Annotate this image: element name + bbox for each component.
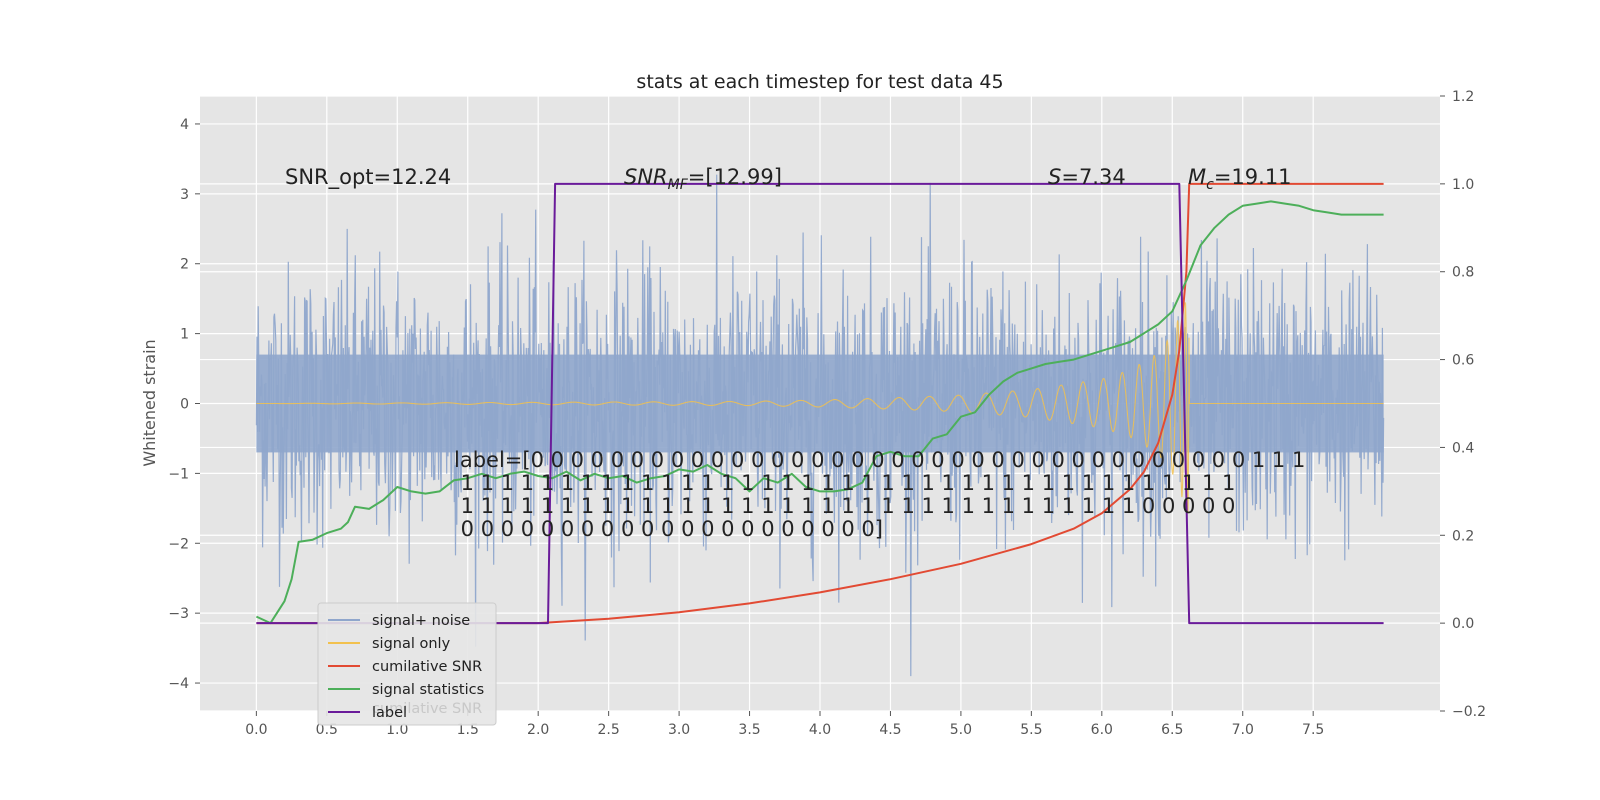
y-axis-label: Whitened strain (140, 339, 159, 466)
annotation-mc: Mc=19.11 (1188, 165, 1292, 193)
x-tick-label: 3.0 (668, 722, 690, 738)
label-array-line-3: 1 1 1 1 1 1 1 1 1 1 1 1 1 1 1 1 1 1 1 1 … (454, 494, 1235, 518)
y-tick-label: 4 (180, 117, 189, 133)
annotation-snr-opt: SNR_opt=12.24 (285, 165, 451, 190)
label-array-line-4: 0 0 0 0 0 0 0 0 0 0 0 0 0 0 0 0 0 0 0 0 … (454, 517, 883, 541)
x-tick-label: 4.5 (879, 722, 901, 738)
x-tick-label: 6.0 (1091, 722, 1113, 738)
legend-label: cumilative SNR (372, 659, 482, 675)
y-tick-label: 1 (180, 327, 189, 343)
legend-item: signal+ noise (328, 613, 470, 629)
legend-item: signal only (328, 636, 451, 652)
series-label-path (256, 182, 1384, 625)
x-tick-label: 5.0 (950, 722, 972, 738)
y-right-tick-label: 0.8 (1452, 265, 1474, 281)
y-tick-label: −1 (168, 466, 189, 482)
label-array-line-1: label=[0 0 0 0 0 0 0 0 0 0 0 0 0 0 0 0 0… (454, 448, 1305, 472)
y-tick-label: −3 (168, 606, 189, 622)
legend-label: label (372, 705, 407, 721)
y-tick-label: −4 (168, 676, 189, 692)
series-signal-statistics (255, 200, 1384, 625)
series-cumulative-snr (256, 182, 1384, 625)
y-tick-label: 2 (180, 257, 189, 273)
s-value: =7.34 (1061, 165, 1125, 189)
x-tick-label: 2.0 (527, 722, 549, 738)
y-right-tick-label: 0.2 (1452, 528, 1474, 544)
x-tick-label: 0.5 (316, 722, 338, 738)
x-axis-ticks: 0.0 0.5 1.0 1.5 2.0 2.5 3.0 3.5 4.0 4.5 5.0 5.5 6.0 6… (245, 711, 1324, 738)
y-tick-label: −2 (168, 536, 189, 552)
x-tick-label: 0.0 (245, 722, 267, 738)
y-right-tick-label: 0.4 (1452, 440, 1474, 456)
mc-var: M (1188, 165, 1206, 189)
s-var: S (1048, 165, 1061, 189)
series-lines-right-axis (255, 182, 1384, 625)
chart-title: stats at each timestep for test data 45 (636, 71, 1003, 93)
annotation-snr-mf: SNRMF=[12.99] (624, 165, 782, 193)
series-signal-only (256, 302, 1384, 514)
legend-item: cumilative SNR (328, 659, 482, 675)
label-array-line-2: 1 1 1 1 1 1 1 1 1 1 1 1 1 1 1 1 1 1 1 1 … (454, 471, 1235, 495)
snr-mf-prefix: SNR (624, 165, 668, 189)
snr-mf-value: =[12.99] (688, 165, 782, 189)
mc-sub: c (1206, 177, 1214, 193)
y-right-tick-label: −0.2 (1452, 704, 1486, 720)
y-tick-label: 0 (180, 397, 189, 413)
legend-item: signal statistics (328, 682, 484, 698)
x-tick-label: 1.0 (386, 722, 408, 738)
legend-items: signal+ noise signal only cumilative SNR si… (328, 613, 484, 721)
legend: cumilative SNR signal+ noise signal only c… (317, 602, 497, 726)
x-tick-label: 5.5 (1020, 722, 1042, 738)
y-axis-right-ticks: 1.2 1.0 0.8 0.6 0.4 0.2 0.0 −0.2 (1440, 89, 1486, 720)
signal-only-line (256, 302, 1384, 514)
legend-item: label (328, 705, 407, 721)
y-right-tick-label: 0.6 (1452, 353, 1474, 369)
legend-label: signal+ noise (372, 613, 470, 629)
series-label (256, 182, 1384, 625)
series-signal-statistics-path (255, 200, 1384, 625)
x-tick-label: 6.5 (1161, 722, 1183, 738)
legend-ghost-text: cumilative SNR (372, 701, 482, 717)
y-right-tick-label: 1.2 (1452, 89, 1474, 105)
x-tick-label: 7.5 (1302, 722, 1324, 738)
legend-box (317, 602, 497, 726)
x-tick-label: 4.0 (809, 722, 831, 738)
legend-label: signal only (372, 636, 451, 652)
x-tick-label: 3.5 (738, 722, 760, 738)
legend-label: signal statistics (372, 682, 484, 698)
y-axis-ticks: 4 3 2 1 0 −1 −2 −3 −4 (168, 117, 200, 692)
y-tick-label: 3 (180, 187, 189, 203)
x-tick-label: 2.5 (598, 722, 620, 738)
snr-mf-sub: MF (668, 177, 689, 193)
annotation-label-array: label=[0 0 0 0 0 0 0 0 0 0 0 0 0 0 0 0 0… (454, 448, 1305, 541)
x-tick-label: 1.5 (457, 722, 479, 738)
y-right-tick-label: 1.0 (1452, 177, 1474, 193)
y-right-tick-label: 0.0 (1452, 616, 1474, 632)
series-cumulative-snr-path (256, 182, 1384, 625)
x-tick-label: 7.0 (1232, 722, 1254, 738)
annotation-s: S=7.34 (1048, 165, 1126, 189)
mc-value: =19.11 (1214, 165, 1292, 189)
